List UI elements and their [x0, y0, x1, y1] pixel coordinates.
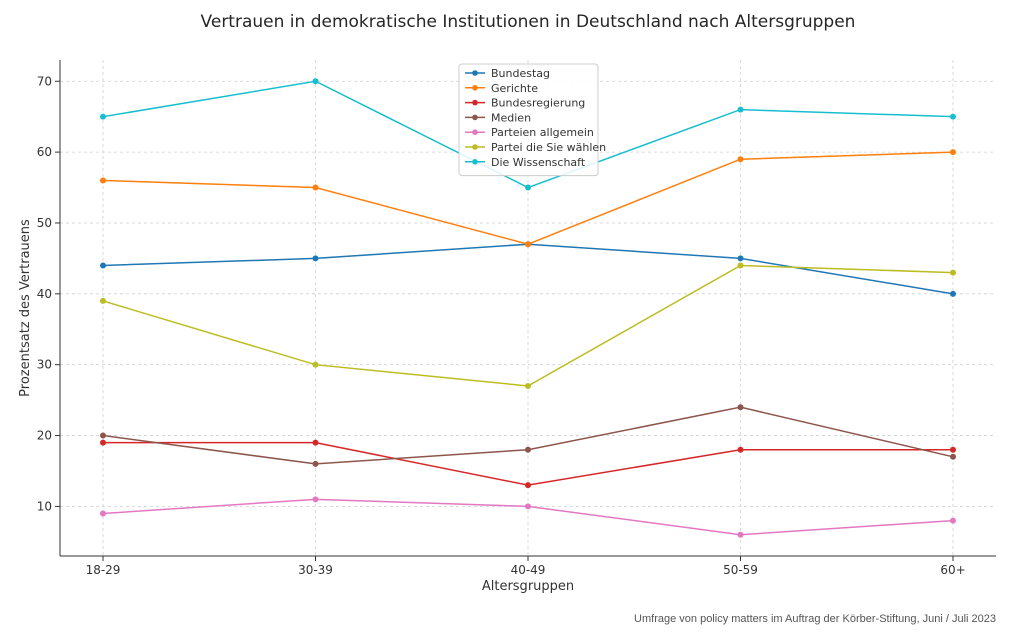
- data-point: [737, 446, 744, 453]
- y-tick-label: 40: [37, 287, 52, 301]
- chart-title: Vertrauen in demokratische Institutionen…: [201, 12, 856, 32]
- data-point: [950, 446, 956, 453]
- data-point: [100, 439, 106, 446]
- data-point: [312, 78, 319, 85]
- y-tick-label: 70: [37, 74, 52, 88]
- legend-label: Medien: [491, 111, 531, 124]
- data-point: [100, 262, 106, 269]
- legend-swatch-marker: [472, 85, 478, 91]
- series-lines: [100, 78, 956, 538]
- data-point: [525, 446, 531, 453]
- series-bundesregierung: [100, 439, 956, 489]
- legend-swatch-marker: [472, 99, 478, 106]
- data-point: [737, 262, 744, 269]
- y-tick-label: 30: [37, 358, 52, 372]
- axes: 18-29 30-39 40-49 50-59 60+ 10 20 30 40 50 60 70: [37, 60, 996, 577]
- legend-label: Partei die Sie wählen: [491, 141, 606, 154]
- data-point: [737, 531, 744, 538]
- data-point: [312, 184, 319, 191]
- legend-label: Gerichte: [491, 82, 538, 95]
- source-note: Umfrage von policy matters im Auftrag de…: [634, 613, 996, 625]
- x-tick-label: 50-59: [723, 563, 758, 577]
- legend-swatch-marker: [472, 70, 478, 76]
- legend-label: Bundesregierung: [491, 97, 585, 110]
- data-point: [950, 453, 956, 460]
- data-point: [312, 255, 319, 262]
- data-point: [950, 149, 956, 156]
- data-point: [525, 382, 531, 389]
- data-point: [950, 290, 956, 297]
- data-point: [950, 113, 956, 120]
- series-partei-die-sie-wählen: [100, 262, 956, 389]
- data-point: [100, 113, 106, 120]
- x-tick-label: 60+: [940, 563, 965, 577]
- y-tick-label: 60: [37, 145, 52, 159]
- series-parteien-allgemein: [100, 496, 956, 538]
- data-point: [100, 510, 106, 517]
- data-point: [525, 241, 531, 248]
- legend-swatch-marker: [472, 144, 478, 150]
- legend-swatch-marker: [472, 129, 478, 135]
- series-gerichte: [100, 149, 956, 248]
- legend-box: [458, 63, 599, 177]
- data-point: [737, 404, 744, 411]
- data-point: [737, 156, 744, 163]
- data-point: [312, 460, 319, 467]
- y-tick-label: 10: [37, 499, 52, 513]
- series-medien: [100, 404, 956, 467]
- y-tick-label: 50: [37, 216, 52, 230]
- data-point: [100, 432, 106, 439]
- data-point: [525, 503, 531, 510]
- data-point: [312, 439, 319, 446]
- y-tick-label: 20: [37, 429, 52, 443]
- data-point: [312, 361, 319, 368]
- data-point: [950, 269, 956, 276]
- x-tick-label: 40-49: [511, 563, 546, 577]
- data-point: [100, 297, 106, 304]
- series-die-wissenschaft: [100, 78, 956, 191]
- data-point: [525, 482, 531, 489]
- data-point: [737, 255, 744, 262]
- y-axis-label: Prozentsatz des Vertrauens: [18, 219, 33, 397]
- legend-label: Parteien allgemein: [491, 126, 594, 139]
- legend-swatch-marker: [472, 159, 478, 165]
- data-point: [737, 106, 744, 113]
- legend-label: Die Wissenschaft: [491, 156, 586, 169]
- data-point: [525, 184, 531, 191]
- data-point: [950, 517, 956, 524]
- x-tick-label: 30-39: [298, 563, 333, 577]
- data-point: [312, 496, 319, 503]
- legend-label: Bundestag: [491, 67, 550, 80]
- legend-swatch-marker: [472, 114, 478, 121]
- data-point: [100, 177, 106, 184]
- x-tick-label: 18-29: [86, 563, 121, 577]
- x-axis-label: Altersgruppen: [482, 579, 574, 594]
